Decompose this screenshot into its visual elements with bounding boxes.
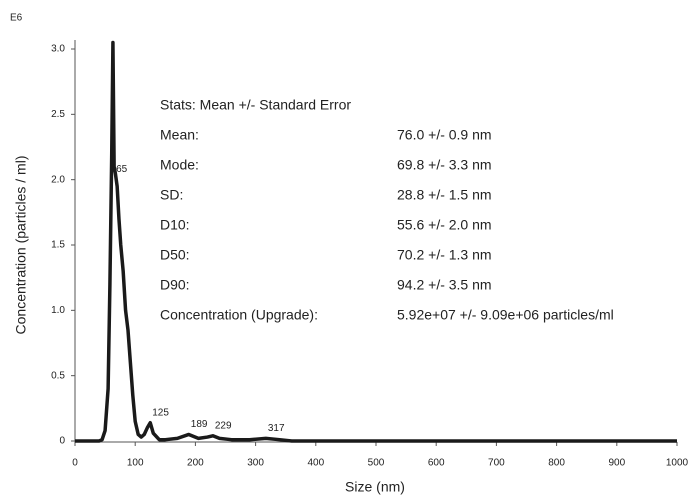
y-tick-label: 2.0	[51, 174, 65, 185]
stats-label: SD:	[160, 187, 183, 203]
x-tick-label: 0	[72, 458, 78, 469]
stats-label: D50:	[160, 247, 190, 263]
peak-label: 189	[191, 419, 208, 430]
y-tick-label: 1.5	[51, 240, 65, 251]
peak-label: 65	[116, 164, 128, 175]
x-tick-label: 300	[247, 458, 264, 469]
stats-value: 70.2 +/- 1.3 nm	[397, 247, 492, 263]
y-tick-label: 0.5	[51, 370, 65, 381]
x-tick-label: 900	[608, 458, 625, 469]
size-distribution-line	[75, 40, 677, 443]
peak-label: 317	[268, 423, 285, 434]
stats-label: D90:	[160, 277, 190, 293]
x-tick-label: 400	[307, 458, 324, 469]
peak-label: 229	[215, 420, 232, 431]
peak-label: 125	[152, 407, 169, 418]
x-tick-label: 1000	[666, 458, 689, 469]
stats-value: 76.0 +/- 0.9 nm	[397, 127, 492, 143]
x-tick-label: 500	[368, 458, 385, 469]
stats-value: 5.92e+07 +/- 9.09e+06 particles/ml	[397, 307, 614, 323]
y-multiplier: E6	[10, 13, 23, 24]
x-tick-label: 700	[488, 458, 505, 469]
stats-value: 69.8 +/- 3.3 nm	[397, 157, 492, 173]
stats-label: Concentration (Upgrade):	[160, 307, 318, 323]
stats-value: 94.2 +/- 3.5 nm	[397, 277, 492, 293]
stats-value: 28.8 +/- 1.5 nm	[397, 187, 492, 203]
stats-label: Mode:	[160, 157, 199, 173]
x-axis-title: Size (nm)	[345, 479, 405, 495]
x-tick-label: 200	[187, 458, 204, 469]
y-tick-label: 2.5	[51, 109, 65, 120]
stats-label: Mean:	[160, 127, 199, 143]
y-tick-label: 1.0	[51, 305, 65, 316]
x-tick-label: 800	[548, 458, 565, 469]
y-tick-label: 3.0	[51, 44, 65, 55]
y-tick-label: 0	[59, 436, 65, 447]
x-tick-label: 100	[127, 458, 144, 469]
stats-title: Stats: Mean +/- Standard Error	[160, 97, 351, 113]
stats-value: 55.6 +/- 2.0 nm	[397, 217, 492, 233]
x-tick-label: 600	[428, 458, 445, 469]
stats-label: D10:	[160, 217, 190, 233]
y-axis-title: Concentration (particles / ml)	[13, 156, 29, 335]
